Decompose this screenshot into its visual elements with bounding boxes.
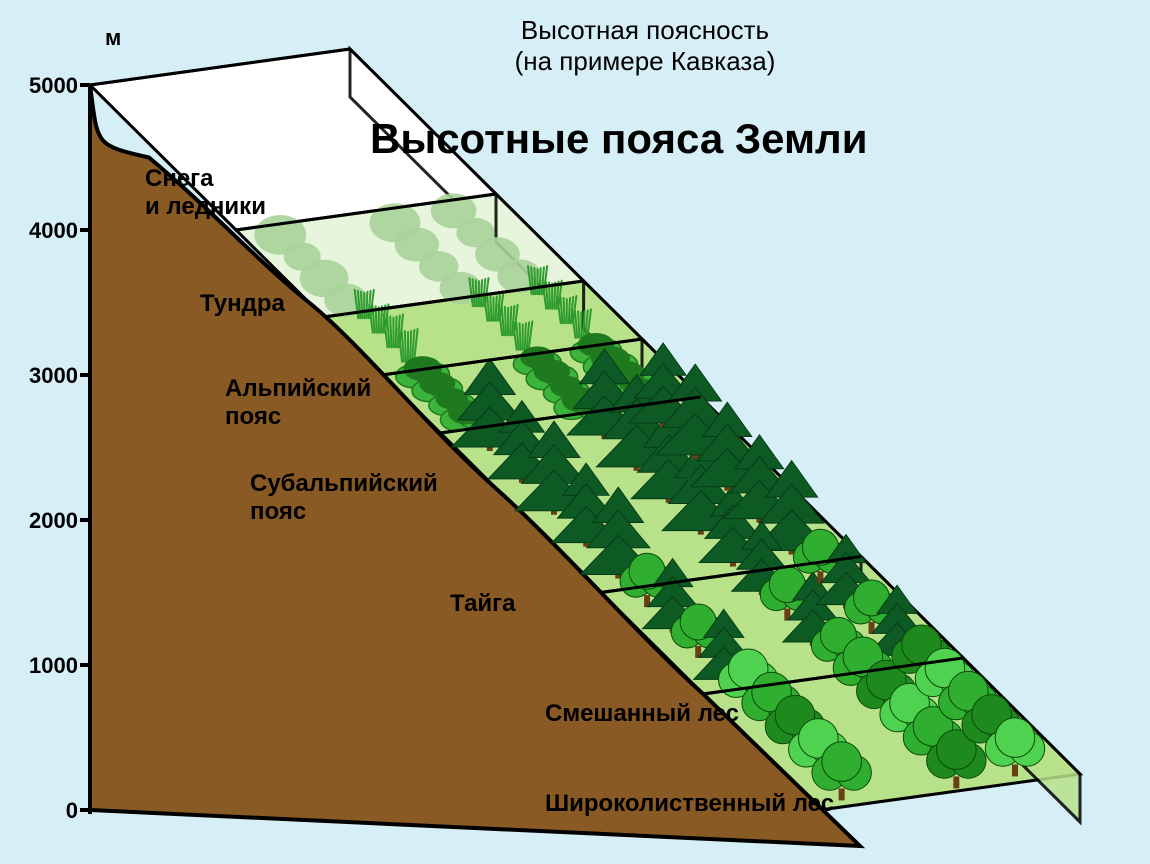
axis-tick-4000: 4000 [18, 218, 78, 244]
axis-tick-2000: 2000 [18, 508, 78, 534]
zone-label-0: Снегаи ледники [145, 165, 266, 220]
tick-mark [80, 663, 90, 667]
zone-label-6: Широколиственный лес [545, 790, 834, 818]
axis-tick-3000: 3000 [18, 363, 78, 389]
y-axis [88, 85, 92, 814]
tick-mark [80, 83, 90, 87]
zone-label-1: Тундра [200, 290, 285, 318]
tick-mark [80, 373, 90, 377]
zone-label-4: Тайга [450, 590, 516, 618]
zone-label-2: Альпийскийпояс [225, 375, 371, 430]
zone-label-5: Смешанный лес [545, 700, 739, 728]
tick-mark [80, 228, 90, 232]
axis-tick-1000: 1000 [18, 653, 78, 679]
zone-label-3: Субальпийскийпояс [250, 470, 438, 525]
page-title: Высотные пояса Земли [370, 115, 868, 163]
axis-tick-5000: 5000 [18, 73, 78, 99]
tick-mark [80, 808, 90, 812]
axis-unit: м [105, 25, 121, 51]
diagram-title: Высотная поясность (на примере Кавказа) [430, 15, 860, 77]
axis-tick-0: 0 [18, 798, 78, 824]
tick-mark [80, 518, 90, 522]
